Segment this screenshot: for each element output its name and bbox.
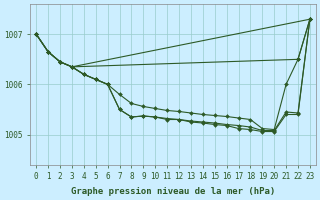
X-axis label: Graphe pression niveau de la mer (hPa): Graphe pression niveau de la mer (hPa) [71,187,275,196]
